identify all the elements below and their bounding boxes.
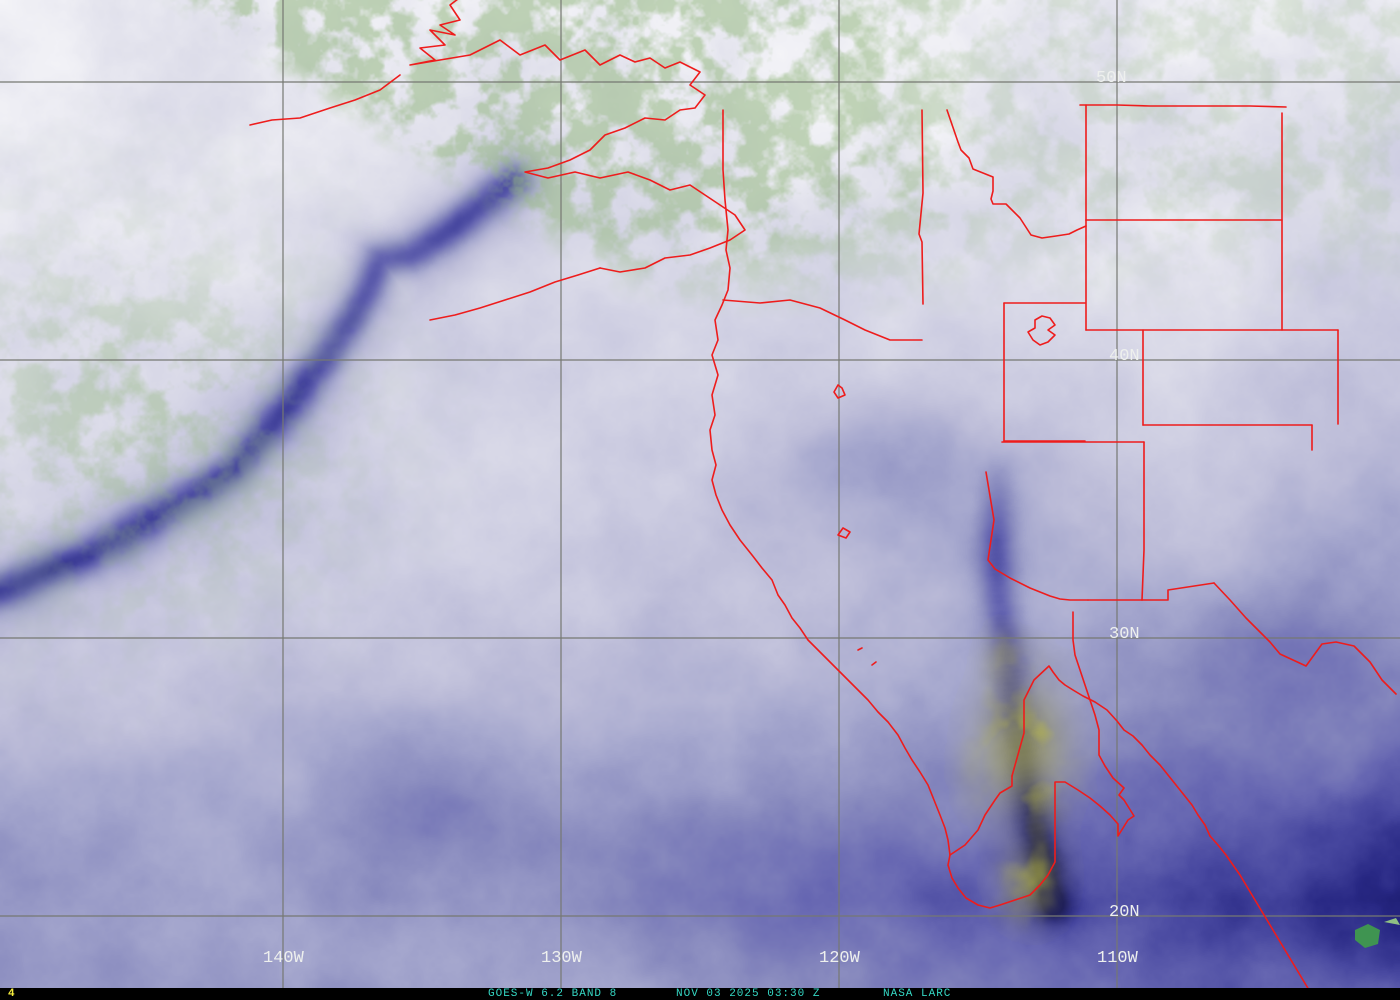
svg-text:40N: 40N	[1109, 347, 1140, 366]
svg-text:50N: 50N	[1096, 69, 1127, 88]
svg-text:30N: 30N	[1109, 625, 1140, 644]
svg-text:110W: 110W	[1097, 949, 1139, 968]
svg-text:140W: 140W	[263, 949, 305, 968]
svg-text:130W: 130W	[541, 949, 583, 968]
svg-text:120W: 120W	[819, 949, 861, 968]
svg-text:20N: 20N	[1109, 903, 1140, 922]
